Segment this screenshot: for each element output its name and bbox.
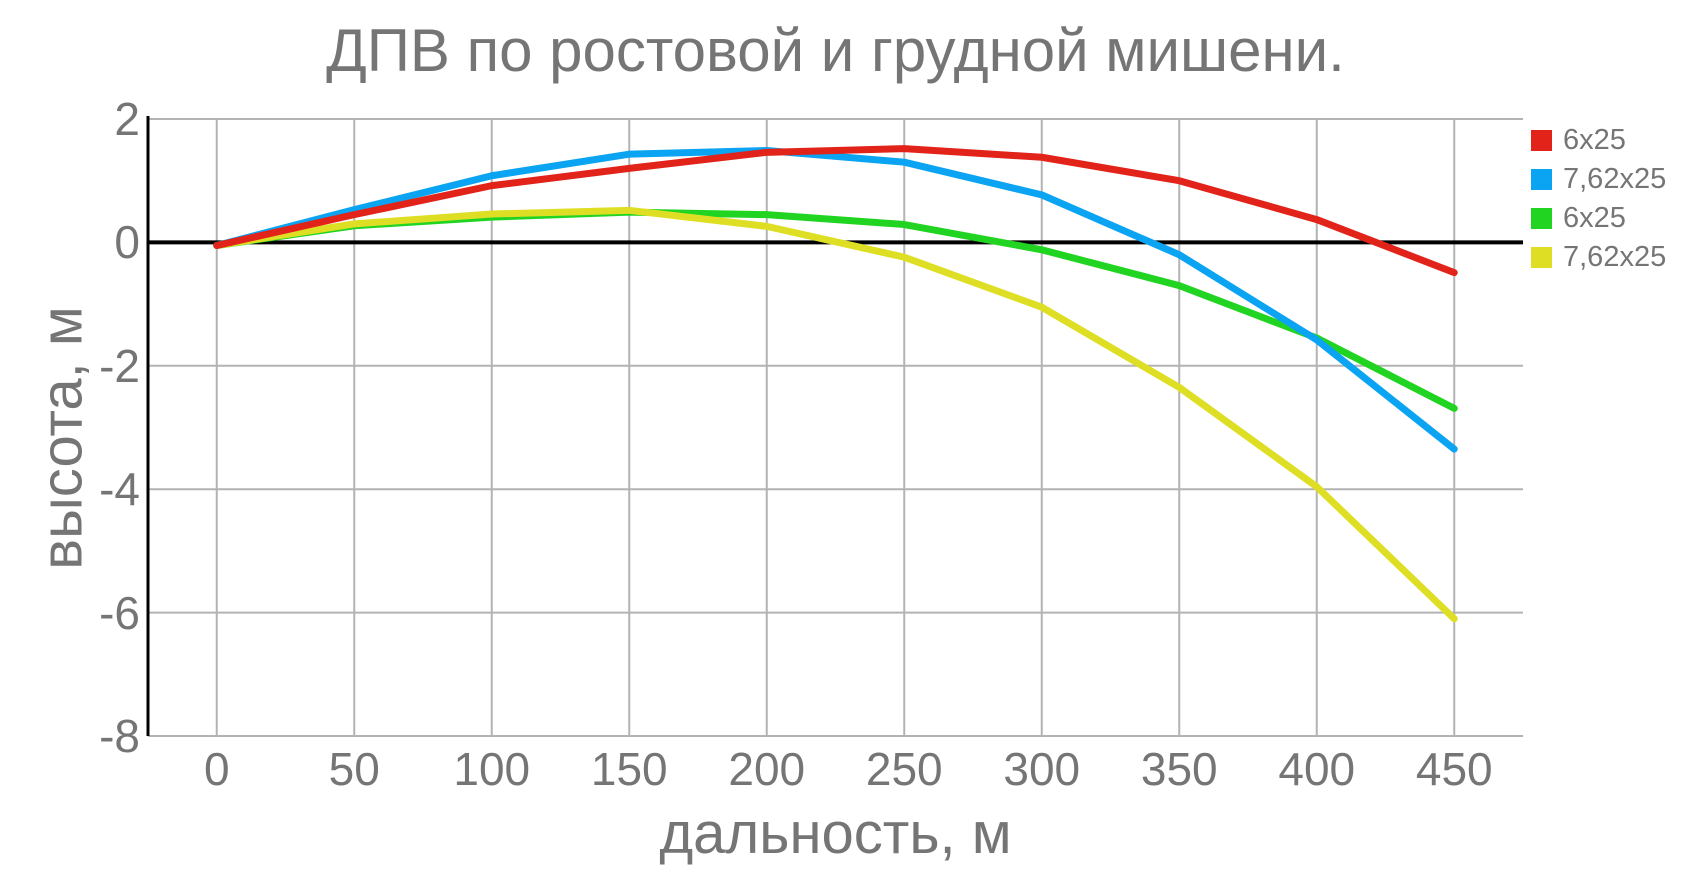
y-tick-label: -8 [99, 710, 140, 762]
legend-label: 6x25 [1563, 124, 1626, 156]
legend-swatch-icon [1531, 169, 1552, 190]
x-tick-label: 250 [865, 743, 943, 795]
legend-item: 6x25 [1531, 121, 1666, 160]
x-tick-label: 350 [1140, 743, 1218, 795]
legend-item: 6x25 [1531, 199, 1666, 238]
legend-swatch-icon [1531, 130, 1552, 151]
x-tick-label: 300 [1003, 743, 1081, 795]
x-tick-label: 100 [453, 743, 531, 795]
y-tick-label: -4 [99, 463, 140, 516]
series-line-0-6x25 [213, 145, 1458, 277]
legend-label: 6x25 [1563, 202, 1626, 234]
x-tick-label: 150 [590, 743, 668, 795]
y-tick-label: 2 [114, 93, 140, 145]
legend-swatch-icon [1531, 247, 1552, 268]
legend-item: 7,62x25 [1531, 160, 1666, 199]
x-tick-label: 200 [728, 743, 806, 795]
series-line-1-7,62x25 [213, 146, 1458, 453]
chart-title: ДПВ по ростовой и грудной мишени. [326, 17, 1345, 84]
legend-label: 7,62x25 [1563, 163, 1667, 195]
y-tick-label: -2 [99, 339, 140, 392]
legend-label: 7,62x25 [1563, 241, 1667, 273]
x-tick-label: 50 [328, 743, 380, 795]
y-tick-label: -6 [99, 586, 140, 639]
legend-swatch-icon [1531, 208, 1552, 229]
y-tick-label: 0 [114, 216, 140, 269]
legend: 6x25 7,62x25 6x25 7,62x25 [1531, 121, 1666, 277]
legend-item: 7,62x25 [1531, 238, 1666, 277]
x-axis-title: дальность, м [659, 801, 1012, 866]
x-tick-label: 0 [203, 743, 230, 795]
x-tick-label: 400 [1278, 743, 1356, 795]
series-line-3-7,62x25 [213, 206, 1458, 623]
x-tick-label: 450 [1415, 743, 1493, 795]
